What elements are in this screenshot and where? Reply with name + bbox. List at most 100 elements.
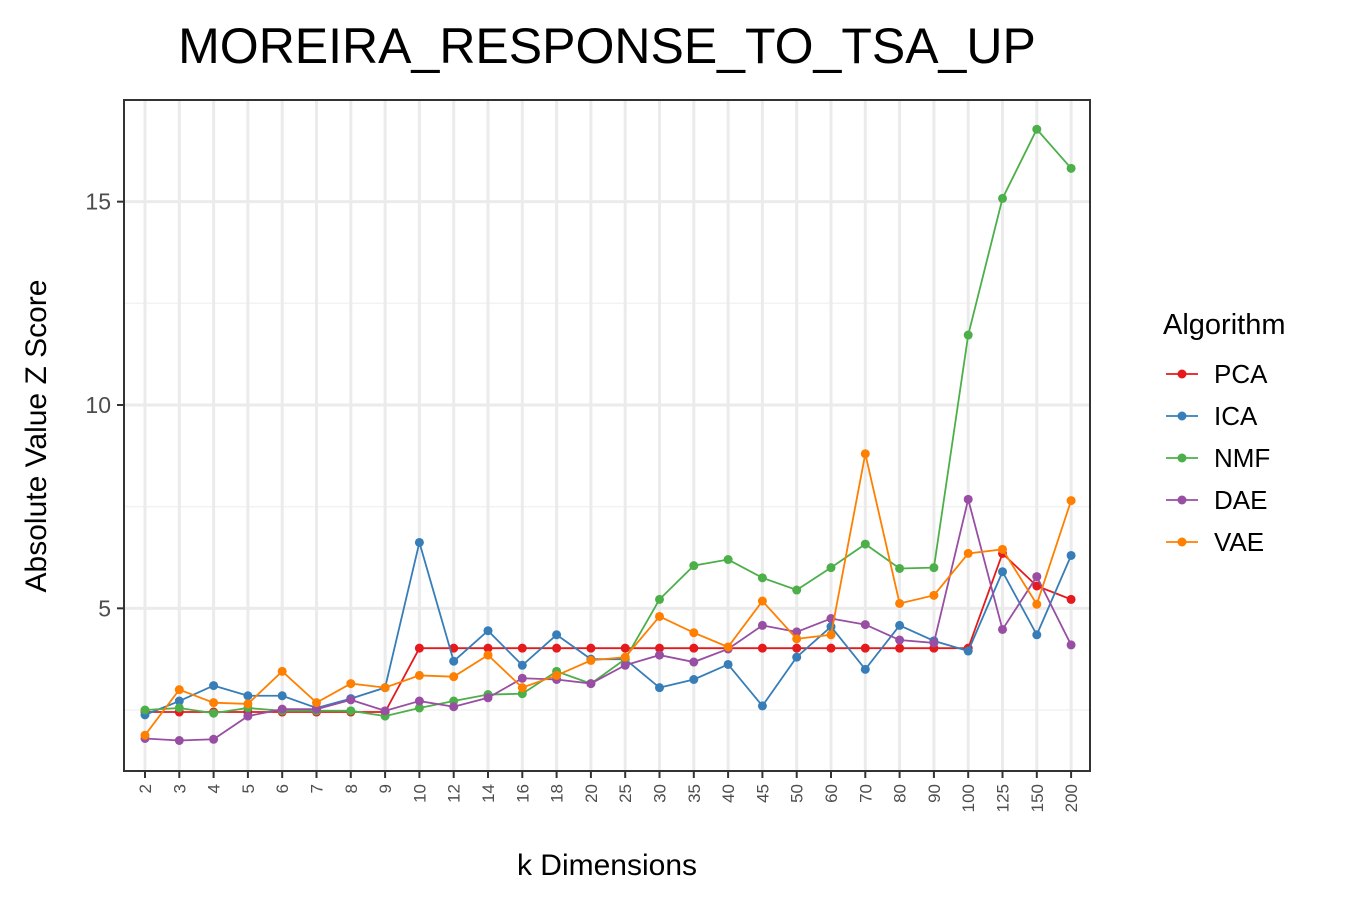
- legend-title: Algorithm: [1163, 309, 1286, 341]
- data-point-ica: [963, 646, 973, 656]
- data-point-vae: [209, 698, 219, 708]
- data-point-pca: [792, 643, 802, 653]
- data-point-vae: [174, 685, 184, 695]
- data-point-ica: [860, 664, 870, 674]
- data-point-nmf: [655, 594, 664, 604]
- legend-label: ICA: [1214, 401, 1258, 431]
- data-point-vae: [689, 628, 699, 638]
- data-point-ica: [277, 691, 287, 701]
- x-tick-label: 20: [582, 784, 601, 803]
- legend-label: DAE: [1214, 485, 1267, 515]
- data-point-nmf: [1032, 124, 1042, 134]
- data-point-pca: [860, 643, 870, 653]
- x-tick-label: 50: [788, 784, 807, 803]
- x-tick-label: 30: [651, 784, 670, 803]
- data-point-ica: [998, 567, 1007, 577]
- data-point-dae: [963, 494, 973, 504]
- data-point-pca: [1032, 581, 1042, 591]
- data-point-nmf: [929, 563, 939, 573]
- data-point-nmf: [757, 573, 767, 583]
- data-point-vae: [1066, 496, 1076, 506]
- data-point-nmf: [689, 561, 699, 571]
- data-point-vae: [998, 544, 1007, 554]
- data-point-dae: [1066, 640, 1076, 650]
- grid: [124, 99, 1090, 771]
- data-point-pca: [483, 643, 493, 653]
- data-point-ica: [1032, 630, 1042, 640]
- x-tick-label: 5: [239, 784, 258, 793]
- data-point-ica: [1066, 550, 1076, 560]
- x-tick-label: 6: [273, 784, 292, 793]
- data-point-pca: [414, 643, 424, 653]
- series-line-vae: [144, 453, 1072, 736]
- data-point-ica: [826, 622, 836, 632]
- data-point-dae: [895, 635, 905, 645]
- data-point-nmf: [1066, 163, 1076, 173]
- data-point-dae: [586, 679, 596, 689]
- chart-title: MOREIRA_RESPONSE_TO_TSA_UP: [178, 18, 1036, 74]
- data-point-dae: [380, 706, 390, 716]
- data-point-pca: [620, 643, 630, 653]
- x-tick-label: 90: [925, 784, 944, 803]
- series-layer: [140, 124, 1076, 745]
- data-point-pca: [586, 643, 596, 653]
- data-point-vae: [1032, 599, 1042, 609]
- data-point-pca: [552, 643, 562, 653]
- legend-key-point: [1177, 537, 1187, 547]
- data-point-dae: [860, 620, 870, 630]
- data-point-vae: [620, 652, 630, 662]
- data-point-dae: [517, 673, 527, 683]
- data-point-pca: [689, 643, 699, 653]
- data-point-pca: [655, 643, 664, 653]
- data-point-nmf: [998, 193, 1007, 203]
- x-tick-label: 25: [616, 784, 635, 803]
- x-tick-label: 45: [753, 784, 772, 803]
- x-tick-label: 18: [548, 784, 567, 803]
- legend-key-point: [1177, 411, 1187, 421]
- x-tick-label: 100: [959, 784, 978, 812]
- data-point-vae: [483, 650, 493, 660]
- data-point-ica: [243, 691, 253, 701]
- data-point-nmf: [895, 563, 905, 573]
- x-tick-label: 4: [205, 784, 224, 793]
- data-point-vae: [792, 634, 802, 644]
- legend-item-vae: VAE: [1166, 527, 1264, 557]
- data-point-dae: [414, 696, 424, 706]
- data-point-vae: [380, 683, 390, 693]
- data-point-dae: [689, 657, 699, 667]
- data-point-vae: [895, 598, 905, 608]
- data-point-vae: [346, 679, 356, 689]
- data-point-vae: [414, 670, 424, 680]
- legend-key-point: [1177, 369, 1187, 379]
- y-axis-title: Absolute Value Z Score: [20, 280, 53, 593]
- data-point-nmf: [826, 563, 836, 573]
- data-point-pca: [757, 643, 767, 653]
- data-point-ica: [655, 683, 664, 693]
- data-point-ica: [414, 537, 424, 547]
- y-tick-label: 10: [85, 392, 111, 418]
- data-point-dae: [998, 624, 1007, 634]
- data-point-nmf: [174, 703, 184, 713]
- data-point-dae: [620, 660, 630, 670]
- x-tick-label: 80: [891, 784, 910, 803]
- x-tick-label: 16: [513, 784, 532, 803]
- series-dae: [140, 494, 1076, 745]
- data-point-ica: [552, 630, 562, 640]
- plot-panel-border: [123, 99, 1091, 772]
- data-point-dae: [209, 734, 219, 744]
- y-tick-label: 15: [85, 189, 111, 215]
- data-point-dae: [929, 638, 939, 648]
- data-point-dae: [243, 711, 253, 721]
- x-tick-label: 150: [1028, 784, 1047, 812]
- y-tick-label: 5: [98, 595, 111, 621]
- data-point-dae: [174, 736, 184, 745]
- data-point-nmf: [792, 585, 802, 595]
- x-tick-label: 7: [308, 784, 327, 793]
- legend-key-point: [1177, 495, 1187, 505]
- data-point-dae: [655, 650, 664, 660]
- legend-label: NMF: [1214, 443, 1270, 473]
- x-tick-label: 14: [479, 784, 498, 803]
- x-tick-label: 2: [136, 784, 155, 793]
- data-point-nmf: [963, 330, 973, 340]
